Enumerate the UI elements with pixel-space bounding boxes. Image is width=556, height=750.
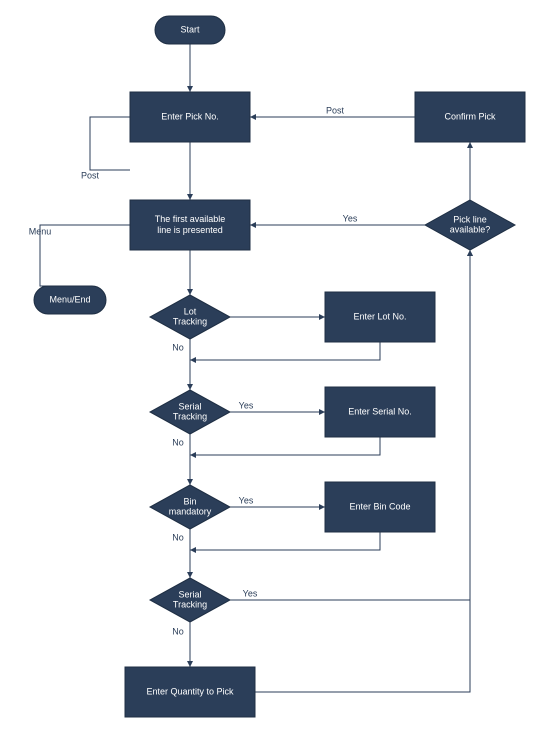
edge: [190, 437, 380, 455]
node-label: Bin: [183, 496, 196, 506]
node-label: Start: [180, 24, 200, 34]
node-label: Serial: [178, 589, 201, 599]
node-label: The first available: [155, 214, 226, 224]
node-pickLineAv: Pick lineavailable?: [425, 200, 515, 250]
edge-label: Post: [81, 170, 100, 180]
arrow-head: [187, 479, 193, 485]
arrow-head: [319, 314, 325, 320]
arrow-head: [190, 357, 196, 363]
node-enterBin: Enter Bin Code: [325, 482, 435, 532]
arrow-head: [467, 250, 473, 256]
edge: [190, 342, 380, 360]
arrow-head: [187, 661, 193, 667]
node-label: Enter Bin Code: [349, 501, 410, 511]
node-enterPick: Enter Pick No.: [130, 92, 250, 142]
edge-label: No: [172, 532, 184, 542]
edge: [40, 225, 130, 286]
arrow-head: [319, 504, 325, 510]
node-enterSerial: Enter Serial No.: [325, 387, 435, 437]
node-menuEnd: Menu/End: [34, 286, 106, 314]
node-lotTracking: LotTracking: [150, 295, 230, 339]
node-binMand: Binmandatory: [150, 485, 230, 529]
node-enterLot: Enter Lot No.: [325, 292, 435, 342]
node-label: available?: [450, 224, 491, 234]
node-label: Confirm Pick: [444, 111, 496, 121]
arrow-head: [187, 572, 193, 578]
node-label: Enter Quantity to Pick: [146, 686, 234, 696]
edge-label: Yes: [239, 400, 254, 410]
arrow-head: [187, 289, 193, 295]
arrow-head: [190, 547, 196, 553]
node-firstLine: The first availableline is presented: [130, 200, 250, 250]
node-confirmPick: Confirm Pick: [415, 92, 525, 142]
edge-label: No: [172, 342, 184, 352]
edge-label: Post: [326, 105, 345, 115]
arrow-head: [250, 222, 256, 228]
arrow-head: [319, 409, 325, 415]
node-label: line is presented: [157, 225, 223, 235]
arrow-head: [187, 194, 193, 200]
node-label: Lot: [184, 306, 197, 316]
node-label: Enter Serial No.: [348, 406, 412, 416]
edge-label: Yes: [243, 588, 258, 598]
edge-label: Yes: [239, 495, 254, 505]
arrow-head: [190, 452, 196, 458]
node-label: Tracking: [173, 411, 207, 421]
edge: [90, 117, 130, 170]
edge-label: Menu: [29, 226, 52, 236]
node-serial2: SerialTracking: [150, 578, 230, 622]
arrow-head: [187, 86, 193, 92]
edge-label: No: [172, 626, 184, 636]
node-label: mandatory: [169, 506, 212, 516]
node-label: Serial: [178, 401, 201, 411]
edge-label: No: [172, 437, 184, 447]
node-label: Tracking: [173, 599, 207, 609]
node-enterQty: Enter Quantity to Pick: [125, 667, 255, 717]
node-label: Pick line: [453, 214, 487, 224]
node-label: Enter Lot No.: [353, 311, 406, 321]
node-label: Enter Pick No.: [161, 111, 219, 121]
arrow-head: [250, 114, 256, 120]
node-label: Menu/End: [49, 294, 90, 304]
node-serial1: SerialTracking: [150, 390, 230, 434]
node-start: Start: [155, 16, 225, 44]
node-label: Tracking: [173, 316, 207, 326]
edge-label: Yes: [343, 213, 358, 223]
edge: [190, 532, 380, 550]
arrow-head: [467, 142, 473, 148]
arrow-head: [187, 384, 193, 390]
